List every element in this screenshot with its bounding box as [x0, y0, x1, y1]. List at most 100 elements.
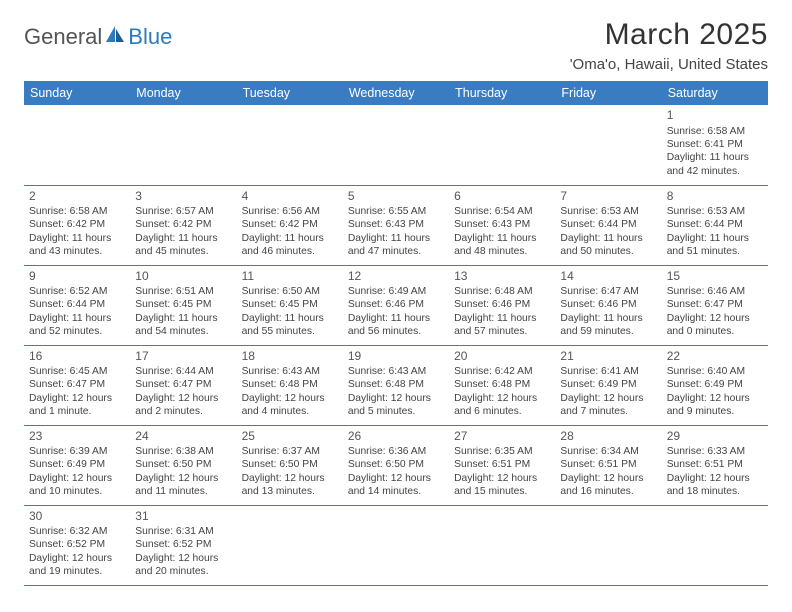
day-number: 24 [135, 429, 231, 445]
day-header: Monday [130, 81, 236, 105]
sunrise-text: Sunrise: 6:49 AM [348, 285, 444, 298]
sunset-text: Sunset: 6:44 PM [560, 218, 656, 231]
calendar-body: 1Sunrise: 6:58 AMSunset: 6:41 PM Daylight… [24, 105, 768, 585]
day-number: 31 [135, 509, 231, 525]
sunrise-text: Sunrise: 6:33 AM [667, 445, 763, 458]
sunrise-text: Sunrise: 6:35 AM [454, 445, 550, 458]
calendar-empty-cell [343, 505, 449, 585]
calendar-day-cell: 31Sunrise: 6:31 AMSunset: 6:52 PMDayligh… [130, 505, 236, 585]
day-number: 1 [667, 108, 763, 124]
calendar-day-cell: 11Sunrise: 6:50 AMSunset: 6:45 PMDayligh… [237, 265, 343, 345]
day2-text: and 55 minutes. [242, 325, 338, 338]
sunrise-text: Sunrise: 6:40 AM [667, 365, 763, 378]
calendar-day-cell: 20Sunrise: 6:42 AMSunset: 6:48 PMDayligh… [449, 345, 555, 425]
calendar-day-cell: 6Sunrise: 6:54 AMSunset: 6:43 PMDaylight… [449, 185, 555, 265]
sunset-text: Sunset: 6:45 PM [135, 298, 231, 311]
day1-text: Daylight: 12 hours [242, 472, 338, 485]
calendar-week-row: 1Sunrise: 6:58 AMSunset: 6:41 PMDaylight… [24, 105, 768, 185]
calendar-day-cell: 24Sunrise: 6:38 AMSunset: 6:50 PMDayligh… [130, 425, 236, 505]
day-number: 26 [348, 429, 444, 445]
sunrise-text: Sunrise: 6:46 AM [667, 285, 763, 298]
day2-text: and 20 minutes. [135, 565, 231, 578]
day-header: Thursday [449, 81, 555, 105]
day2-text: and 9 minutes. [667, 405, 763, 418]
day2-text: and 57 minutes. [454, 325, 550, 338]
brand-logo: General Blue [24, 18, 172, 50]
day-header: Wednesday [343, 81, 449, 105]
calendar-day-cell: 7Sunrise: 6:53 AMSunset: 6:44 PMDaylight… [555, 185, 661, 265]
day-number: 14 [560, 269, 656, 285]
sunset-text: Sunset: 6:44 PM [29, 298, 125, 311]
sunrise-text: Sunrise: 6:39 AM [29, 445, 125, 458]
calendar-day-cell: 15Sunrise: 6:46 AMSunset: 6:47 PMDayligh… [662, 265, 768, 345]
day2-text: and 15 minutes. [454, 485, 550, 498]
calendar-week-row: 2Sunrise: 6:58 AMSunset: 6:42 PMDaylight… [24, 185, 768, 265]
calendar-day-cell: 26Sunrise: 6:36 AMSunset: 6:50 PMDayligh… [343, 425, 449, 505]
day1-text: Daylight: 11 hours [29, 232, 125, 245]
calendar-day-cell: 29Sunrise: 6:33 AMSunset: 6:51 PMDayligh… [662, 425, 768, 505]
day1-text: Daylight: 11 hours [135, 312, 231, 325]
calendar-day-cell: 3Sunrise: 6:57 AMSunset: 6:42 PMDaylight… [130, 185, 236, 265]
sunset-text: Sunset: 6:41 PM [667, 138, 763, 151]
day2-text: and 18 minutes. [667, 485, 763, 498]
sunset-text: Sunset: 6:46 PM [454, 298, 550, 311]
day2-text: and 5 minutes. [348, 405, 444, 418]
day2-text: and 14 minutes. [348, 485, 444, 498]
calendar-week-row: 16Sunrise: 6:45 AMSunset: 6:47 PMDayligh… [24, 345, 768, 425]
month-title: March 2025 [570, 18, 768, 52]
calendar-day-cell: 14Sunrise: 6:47 AMSunset: 6:46 PMDayligh… [555, 265, 661, 345]
day-number: 4 [242, 189, 338, 205]
calendar-empty-cell [237, 505, 343, 585]
calendar-day-cell: 17Sunrise: 6:44 AMSunset: 6:47 PMDayligh… [130, 345, 236, 425]
day2-text: and 16 minutes. [560, 485, 656, 498]
day2-text: and 50 minutes. [560, 245, 656, 258]
calendar-day-cell: 27Sunrise: 6:35 AMSunset: 6:51 PMDayligh… [449, 425, 555, 505]
calendar-empty-cell [237, 105, 343, 185]
day2-text: and 51 minutes. [667, 245, 763, 258]
day-number: 16 [29, 349, 125, 365]
day2-text: and 52 minutes. [29, 325, 125, 338]
day2-text: and 43 minutes. [29, 245, 125, 258]
day-number: 20 [454, 349, 550, 365]
sunset-text: Sunset: 6:52 PM [29, 538, 125, 551]
calendar-day-cell: 21Sunrise: 6:41 AMSunset: 6:49 PMDayligh… [555, 345, 661, 425]
sunrise-text: Sunrise: 6:58 AM [667, 125, 763, 138]
sail-icon [104, 24, 126, 50]
day1-text: Daylight: 11 hours [560, 232, 656, 245]
calendar-day-cell: 1Sunrise: 6:58 AMSunset: 6:41 PMDaylight… [662, 105, 768, 185]
day-number: 3 [135, 189, 231, 205]
day1-text: Daylight: 12 hours [135, 552, 231, 565]
day1-text: Daylight: 11 hours [348, 232, 444, 245]
day2-text: and 7 minutes. [560, 405, 656, 418]
day2-text: and 46 minutes. [242, 245, 338, 258]
day-number: 21 [560, 349, 656, 365]
day2-text: and 56 minutes. [348, 325, 444, 338]
day1-text: Daylight: 11 hours [242, 232, 338, 245]
day-header: Sunday [24, 81, 130, 105]
day2-text: and 19 minutes. [29, 565, 125, 578]
page-header: General Blue March 2025 'Oma'o, Hawaii, … [24, 18, 768, 73]
day-number: 12 [348, 269, 444, 285]
day1-text: Daylight: 12 hours [135, 392, 231, 405]
day1-text: Daylight: 12 hours [348, 392, 444, 405]
calendar-day-cell: 19Sunrise: 6:43 AMSunset: 6:48 PMDayligh… [343, 345, 449, 425]
calendar-empty-cell [555, 505, 661, 585]
calendar-day-cell: 9Sunrise: 6:52 AMSunset: 6:44 PMDaylight… [24, 265, 130, 345]
sunrise-text: Sunrise: 6:54 AM [454, 205, 550, 218]
sunrise-text: Sunrise: 6:51 AM [135, 285, 231, 298]
brand-text-part2: Blue [128, 24, 172, 50]
day1-text: Daylight: 12 hours [348, 472, 444, 485]
calendar-empty-cell [130, 105, 236, 185]
sunset-text: Sunset: 6:46 PM [560, 298, 656, 311]
location-text: 'Oma'o, Hawaii, United States [570, 56, 768, 73]
sunrise-text: Sunrise: 6:38 AM [135, 445, 231, 458]
sunset-text: Sunset: 6:49 PM [560, 378, 656, 391]
sunset-text: Sunset: 6:42 PM [242, 218, 338, 231]
sunrise-text: Sunrise: 6:47 AM [560, 285, 656, 298]
day1-text: Daylight: 11 hours [348, 312, 444, 325]
day-number: 29 [667, 429, 763, 445]
sunset-text: Sunset: 6:43 PM [348, 218, 444, 231]
sunrise-text: Sunrise: 6:36 AM [348, 445, 444, 458]
day-number: 17 [135, 349, 231, 365]
sunset-text: Sunset: 6:49 PM [29, 458, 125, 471]
